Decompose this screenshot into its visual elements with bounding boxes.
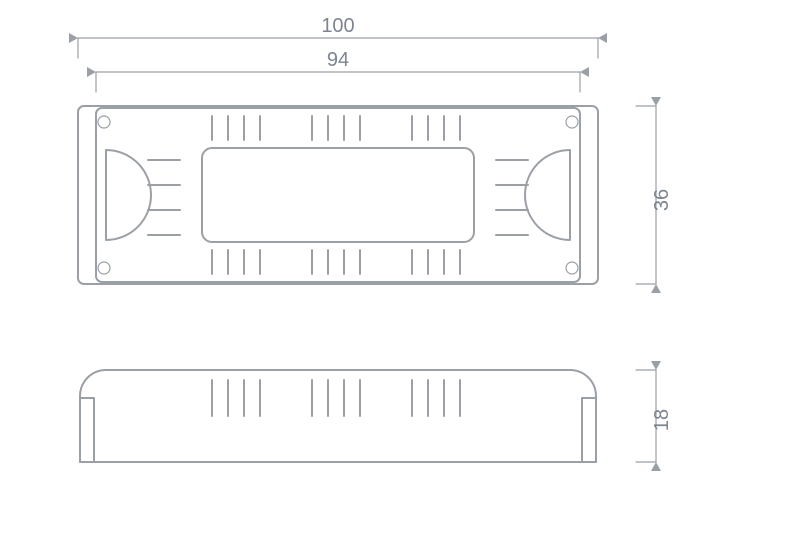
dimension-label: 36 [651, 189, 673, 211]
technical-drawing: 100 94 36 18 [0, 0, 787, 537]
top-view [78, 106, 598, 284]
dimension-label: 100 [321, 15, 354, 37]
side-view [80, 370, 596, 462]
dimension-label: 18 [651, 409, 673, 431]
dimension-label: 94 [327, 49, 349, 71]
